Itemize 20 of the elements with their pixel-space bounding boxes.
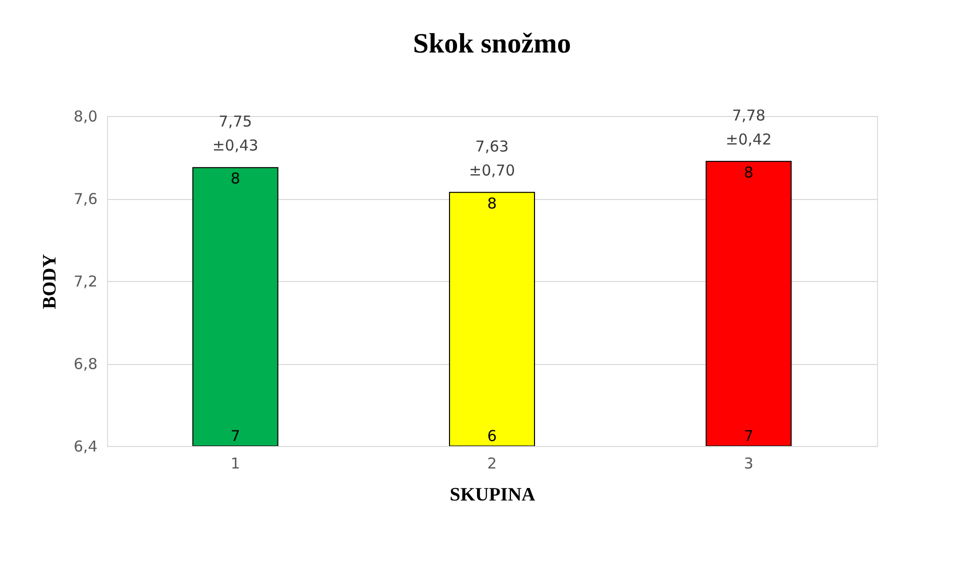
y-axis-title: BODY xyxy=(40,254,61,309)
annotation: 8 xyxy=(487,194,497,212)
y-tick-label: 7,2 xyxy=(74,272,98,290)
y-tick-label: 6,8 xyxy=(74,355,98,373)
data-label: 7,63 ±0,70 xyxy=(469,137,515,180)
annotation: 8 xyxy=(744,163,754,182)
chart-title: Skok snožmo xyxy=(413,28,571,60)
data-label: 7,78 ±0,42 xyxy=(726,106,772,148)
x-tick-label: 1 xyxy=(230,454,240,472)
annotation: 8 xyxy=(230,170,240,188)
x-axis-title: SKUPINA xyxy=(450,484,536,506)
annotation: 7 xyxy=(744,427,754,445)
x-tick-label: 2 xyxy=(487,454,497,472)
y-tick-label: 8,0 xyxy=(74,108,98,126)
data-label: 7,75 ±0,43 xyxy=(212,112,258,155)
y-tick-label: 7,6 xyxy=(74,190,98,208)
annotation: 7 xyxy=(230,427,240,445)
y-tick-label: 6,4 xyxy=(74,438,98,456)
annotation: 6 xyxy=(487,427,497,445)
x-tick-label: 3 xyxy=(744,454,754,472)
